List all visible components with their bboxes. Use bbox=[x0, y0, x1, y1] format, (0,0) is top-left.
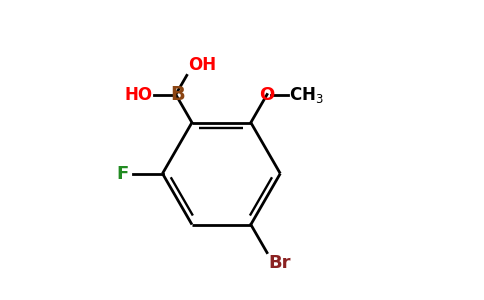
Text: CH$_3$: CH$_3$ bbox=[289, 85, 324, 104]
Text: HO: HO bbox=[124, 85, 152, 103]
Text: F: F bbox=[116, 165, 129, 183]
Text: B: B bbox=[170, 85, 184, 104]
Text: Br: Br bbox=[269, 254, 291, 272]
Text: O: O bbox=[259, 85, 274, 103]
Text: OH: OH bbox=[188, 56, 216, 74]
